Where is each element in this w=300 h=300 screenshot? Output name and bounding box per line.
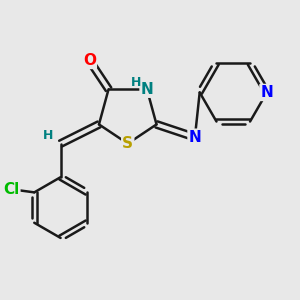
- Text: H: H: [130, 76, 141, 89]
- Text: S: S: [122, 136, 133, 151]
- Text: N: N: [141, 82, 153, 97]
- Text: Cl: Cl: [3, 182, 20, 197]
- Text: O: O: [83, 53, 96, 68]
- Text: N: N: [188, 130, 201, 145]
- Text: H: H: [43, 129, 54, 142]
- Text: N: N: [260, 85, 273, 100]
